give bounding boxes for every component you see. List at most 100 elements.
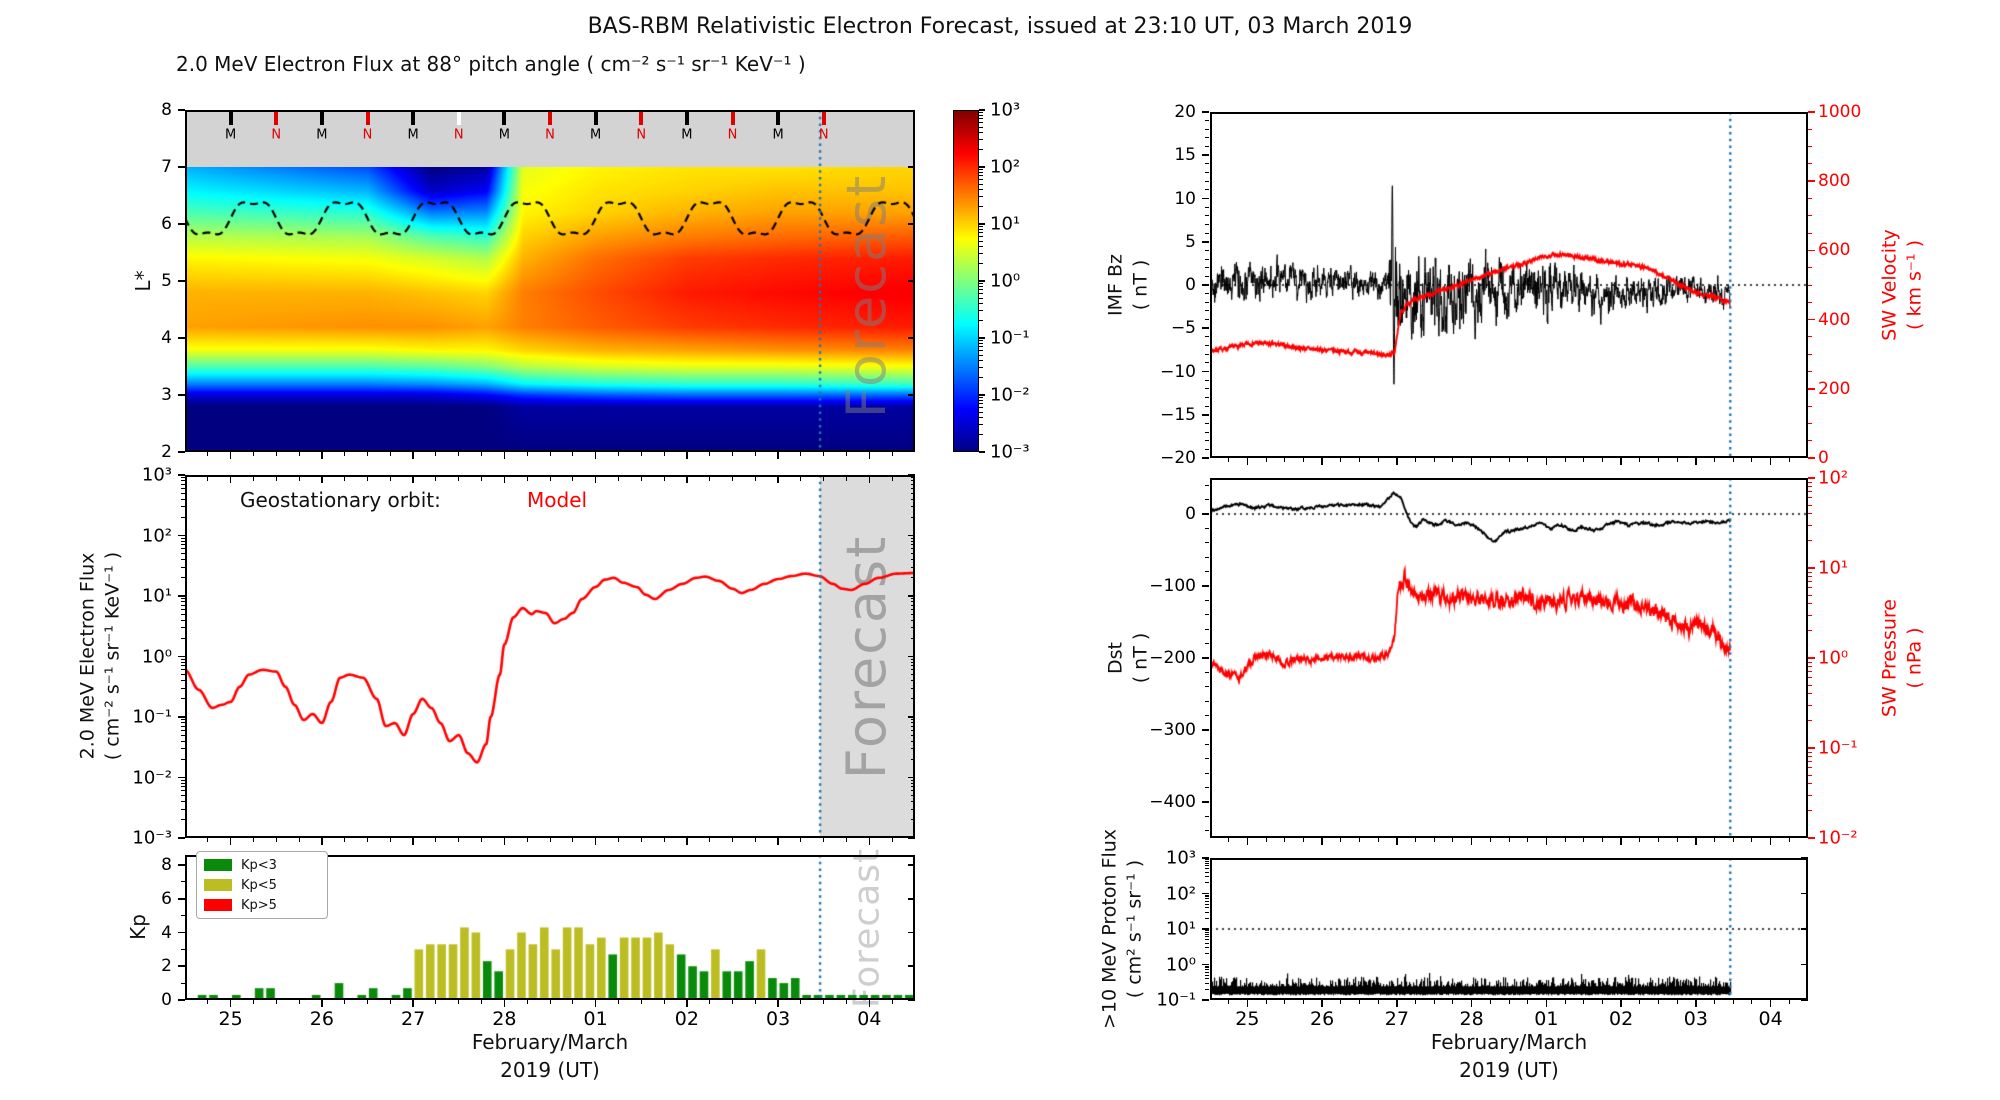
axis-tick: [1714, 838, 1716, 842]
axis-tick: [754, 452, 756, 456]
axis-tick: [1788, 838, 1790, 842]
axis-tick: [1205, 974, 1209, 976]
xaxis-tick-label: 01: [1534, 1008, 1559, 1030]
axis-tick: [1205, 969, 1209, 971]
axis-tick: [1202, 327, 1209, 330]
axis-tick: [1751, 838, 1753, 842]
axis-tick: [1769, 458, 1772, 465]
axis-tick: [979, 226, 983, 228]
axis-tick: [1205, 189, 1209, 191]
axis-tick: [776, 112, 781, 125]
axis-tick: [1205, 876, 1209, 878]
axis-tick: [1205, 556, 1209, 558]
axis-tick: [732, 1000, 733, 1004]
axis-tick: [1205, 137, 1209, 139]
axis-tick: [640, 1000, 642, 1004]
axis-tick: [365, 112, 370, 125]
axis-tick: [1205, 275, 1209, 277]
axis-tick: [178, 223, 185, 225]
axis-tick: [1202, 197, 1209, 200]
axis-tick: [412, 477, 414, 483]
bz-ytick-label: 5: [1185, 231, 1196, 252]
axis-tick: [979, 263, 983, 265]
axis-tick: [181, 601, 185, 603]
bz-ytick-label: −5: [1170, 318, 1196, 339]
axis-tick: [502, 112, 507, 125]
axis-tick: [252, 452, 254, 456]
axis-tick: [979, 132, 983, 134]
day-night-marker-label: N: [545, 127, 555, 143]
axis-tick: [1205, 930, 1209, 932]
axis-tick: [1205, 293, 1209, 295]
axis-tick: [911, 819, 915, 821]
axis-tick: [1205, 599, 1209, 601]
axis-tick: [1808, 422, 1812, 424]
bz-ytick-label: 0: [1185, 275, 1196, 295]
axis-tick: [911, 608, 915, 610]
axis-tick: [911, 540, 915, 542]
axis-tick: [1202, 857, 1209, 859]
axis-tick: [178, 655, 185, 658]
flux-ytick-label: 10⁻¹: [132, 706, 172, 728]
axis-tick: [911, 601, 915, 603]
axis-tick: [908, 999, 915, 1001]
axis-tick: [1202, 111, 1209, 113]
figure-title: BAS-RBM Relativistic Electron Forecast, …: [587, 14, 1413, 39]
axis-tick: [181, 506, 185, 508]
axis-tick: [617, 452, 619, 456]
axis-tick: [1205, 700, 1209, 702]
axis-tick: [1202, 370, 1209, 373]
axis-tick: [777, 1000, 779, 1007]
axis-tick: [979, 166, 985, 168]
axis-tick: [1205, 499, 1209, 501]
xaxis-tick-label: 02: [674, 1008, 699, 1030]
axis-tick: [1205, 953, 1209, 955]
axis-tick: [1564, 838, 1566, 842]
axis-tick: [178, 837, 185, 839]
axis-tick: [1396, 1000, 1398, 1007]
pressure-ytick-label: 10²: [1818, 467, 1849, 489]
axis-tick: [572, 452, 574, 456]
axis-tick: [979, 451, 985, 453]
axis-tick: [1808, 794, 1812, 796]
axis-tick: [1205, 319, 1209, 321]
axis-tick: [823, 477, 825, 481]
axis-tick: [979, 122, 983, 124]
axis-tick: [1808, 837, 1815, 839]
axis-tick: [1808, 491, 1812, 493]
axis-tick: [911, 801, 915, 803]
axis-tick: [1205, 947, 1209, 949]
axis-tick: [911, 719, 915, 721]
axis-tick: [979, 337, 985, 339]
axis-tick: [298, 838, 300, 842]
axis-tick: [1377, 1000, 1379, 1004]
heatmap-ytick-label: 3: [161, 385, 172, 405]
axis-tick: [979, 310, 983, 312]
axis-tick: [321, 1000, 323, 1007]
axis-tick: [979, 236, 983, 238]
axis-tick: [911, 661, 915, 663]
axis-tick: [979, 397, 983, 399]
sw-velocity-ylabel: SW Velocity ( km s⁻¹ ): [1878, 229, 1925, 341]
axis-tick: [911, 722, 915, 724]
axis-tick: [229, 452, 232, 459]
axis-tick: [1205, 267, 1209, 269]
axis-tick: [319, 112, 324, 125]
axis-tick: [1205, 223, 1209, 225]
axis-tick: [1205, 982, 1209, 984]
axis-tick: [1205, 815, 1209, 817]
axis-tick: [1202, 928, 1209, 930]
axis-tick: [1808, 783, 1812, 785]
day-night-marker-label: M: [225, 127, 237, 143]
axis-tick: [1202, 963, 1209, 966]
axis-tick: [1808, 661, 1812, 663]
axis-tick: [1433, 838, 1435, 842]
xaxis-label-left-2: 2019 (UT): [500, 1058, 600, 1082]
axis-tick: [181, 665, 185, 667]
axis-tick: [1246, 838, 1249, 845]
axis-tick: [1205, 440, 1209, 442]
axis-tick: [1415, 1000, 1417, 1004]
axis-tick: [181, 758, 185, 760]
axis-tick: [1202, 729, 1209, 731]
day-night-marker-label: N: [362, 127, 373, 143]
